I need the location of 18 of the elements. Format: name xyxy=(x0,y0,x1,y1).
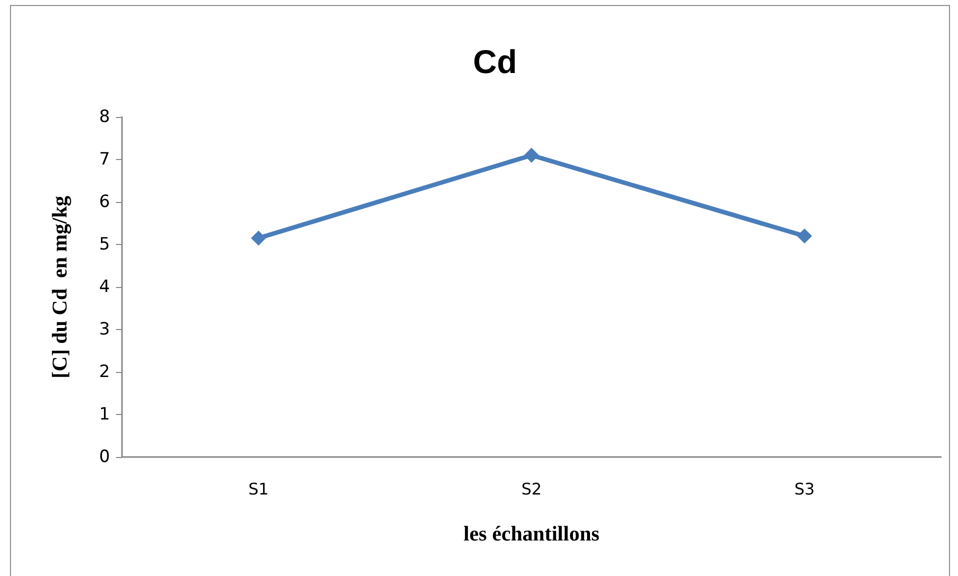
y-tick-label: 5 xyxy=(99,234,110,254)
y-tick-label: 3 xyxy=(99,320,110,340)
y-tick-label: 2 xyxy=(99,362,110,382)
x-tick-label: S2 xyxy=(521,480,542,498)
y-tick-label: 0 xyxy=(99,447,110,467)
y-tick-label: 4 xyxy=(99,277,110,297)
y-axis-title: [C] du Cd en mg/kg xyxy=(48,195,72,378)
y-tick-label: 1 xyxy=(99,404,110,424)
y-tick-label: 7 xyxy=(99,150,110,170)
x-tick-label: S1 xyxy=(248,480,269,498)
y-tick-label: 6 xyxy=(99,192,110,212)
point xyxy=(524,148,539,163)
chart-title: Cd xyxy=(473,43,517,80)
point xyxy=(797,228,812,244)
y-tick-label: 8 xyxy=(99,107,110,127)
x-axis-title: les échantillons xyxy=(464,522,600,546)
x-tick-label: S3 xyxy=(794,480,815,498)
point xyxy=(251,230,266,246)
